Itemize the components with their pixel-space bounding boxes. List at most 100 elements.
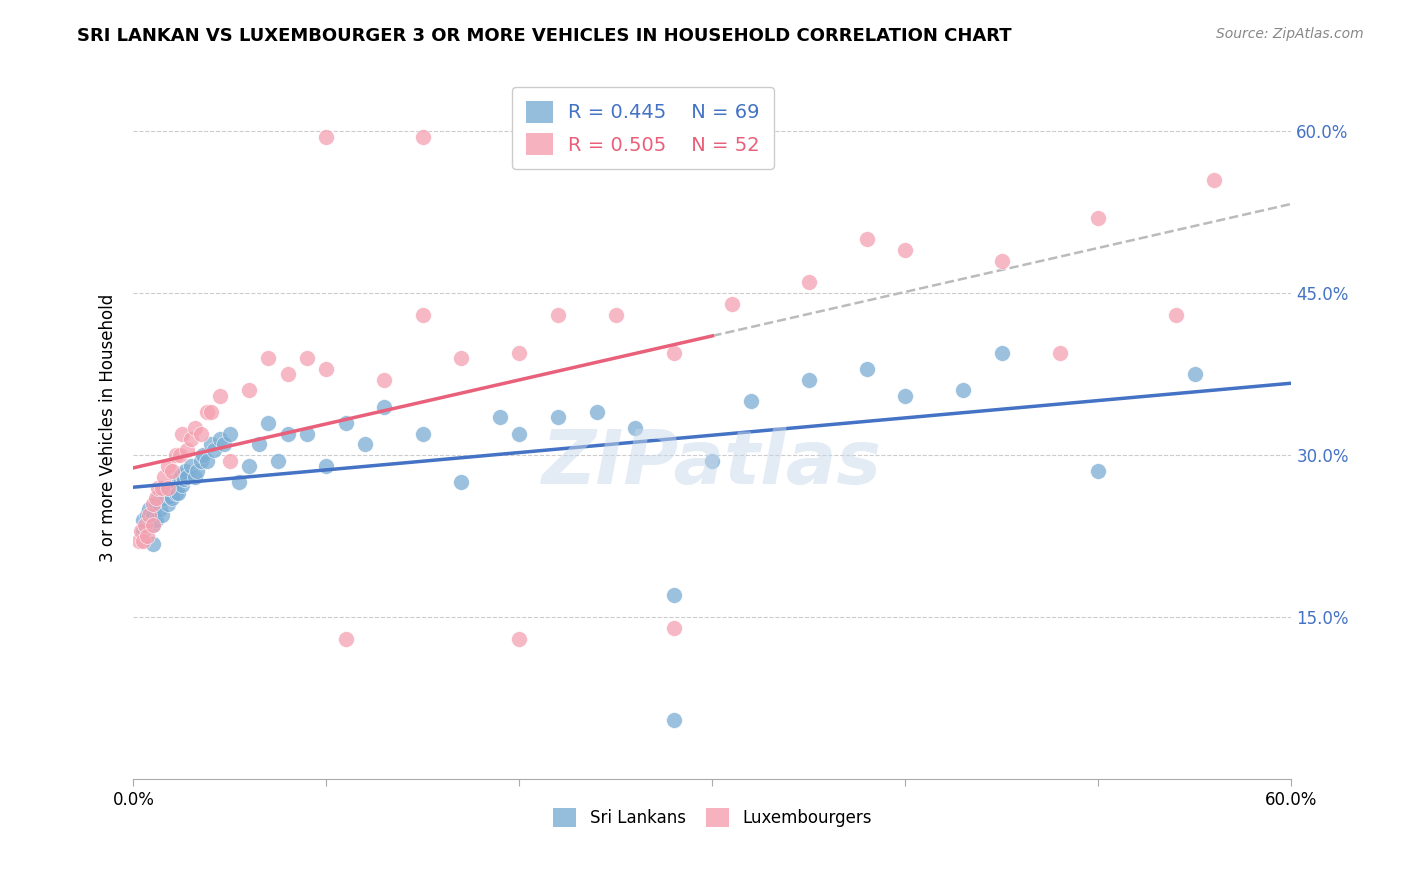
Point — [195, 453, 218, 467]
Point — [169, 448, 191, 462]
Point — [202, 442, 225, 457]
Point — [373, 400, 395, 414]
Point — [412, 129, 434, 144]
Point — [132, 534, 155, 549]
Point — [176, 469, 198, 483]
Point — [412, 308, 434, 322]
Point — [184, 469, 207, 483]
Point — [315, 361, 337, 376]
Text: SRI LANKAN VS LUXEMBOURGER 3 OR MORE VEHICLES IN HOUSEHOLD CORRELATION CHART: SRI LANKAN VS LUXEMBOURGER 3 OR MORE VEH… — [77, 27, 1012, 45]
Point — [1164, 308, 1187, 322]
Point — [200, 437, 222, 451]
Legend: Sri Lankans, Luxembourgers: Sri Lankans, Luxembourgers — [547, 801, 879, 834]
Point — [157, 497, 180, 511]
Point — [489, 410, 512, 425]
Point — [856, 361, 879, 376]
Point — [142, 508, 165, 522]
Point — [132, 524, 155, 538]
Point — [797, 276, 820, 290]
Point — [200, 405, 222, 419]
Point — [165, 448, 187, 462]
Point — [228, 475, 250, 490]
Point — [134, 518, 156, 533]
Point — [209, 389, 232, 403]
Point — [149, 502, 172, 516]
Point — [209, 432, 232, 446]
Point — [952, 384, 974, 398]
Point — [180, 458, 202, 473]
Point — [160, 491, 183, 506]
Point — [354, 437, 377, 451]
Point — [142, 536, 165, 550]
Point — [238, 458, 260, 473]
Text: Source: ZipAtlas.com: Source: ZipAtlas.com — [1216, 27, 1364, 41]
Point — [145, 491, 167, 506]
Point — [170, 426, 193, 441]
Point — [894, 389, 917, 403]
Point — [129, 524, 152, 538]
Point — [165, 486, 187, 500]
Point — [176, 442, 198, 457]
Point — [212, 437, 235, 451]
Point — [138, 502, 160, 516]
Point — [190, 426, 212, 441]
Point — [160, 464, 183, 478]
Point — [142, 518, 165, 533]
Point — [1087, 211, 1109, 225]
Point — [174, 464, 197, 478]
Point — [856, 232, 879, 246]
Point — [218, 453, 240, 467]
Point — [135, 529, 157, 543]
Point — [894, 243, 917, 257]
Point — [277, 426, 299, 441]
Point — [267, 453, 290, 467]
Point — [169, 469, 191, 483]
Point — [257, 351, 280, 365]
Point — [148, 481, 170, 495]
Point — [740, 394, 762, 409]
Point — [547, 410, 569, 425]
Point — [315, 129, 337, 144]
Point — [150, 481, 173, 495]
Point — [145, 497, 167, 511]
Point — [1184, 368, 1206, 382]
Point — [157, 481, 180, 495]
Point — [508, 426, 530, 441]
Point — [135, 508, 157, 522]
Point — [142, 518, 165, 533]
Point — [797, 373, 820, 387]
Point — [190, 453, 212, 467]
Point — [373, 373, 395, 387]
Point — [132, 513, 155, 527]
Point — [180, 432, 202, 446]
Point — [186, 464, 208, 478]
Point — [165, 475, 187, 490]
Point — [153, 491, 176, 506]
Point — [163, 481, 186, 495]
Point — [157, 458, 180, 473]
Point — [155, 481, 177, 495]
Point — [335, 632, 357, 646]
Point — [145, 513, 167, 527]
Point — [277, 368, 299, 382]
Point — [702, 453, 724, 467]
Point — [662, 713, 685, 727]
Point — [218, 426, 240, 441]
Point — [138, 508, 160, 522]
Point — [1087, 464, 1109, 478]
Point — [148, 491, 170, 506]
Point — [184, 421, 207, 435]
Point — [335, 416, 357, 430]
Point — [720, 297, 742, 311]
Point — [991, 253, 1014, 268]
Point — [605, 308, 627, 322]
Point — [295, 426, 318, 441]
Point — [412, 426, 434, 441]
Point — [247, 437, 270, 451]
Text: ZIPatlas: ZIPatlas — [543, 426, 883, 500]
Point — [238, 384, 260, 398]
Point — [150, 508, 173, 522]
Point — [150, 491, 173, 506]
Point — [170, 467, 193, 482]
Point — [1204, 173, 1226, 187]
